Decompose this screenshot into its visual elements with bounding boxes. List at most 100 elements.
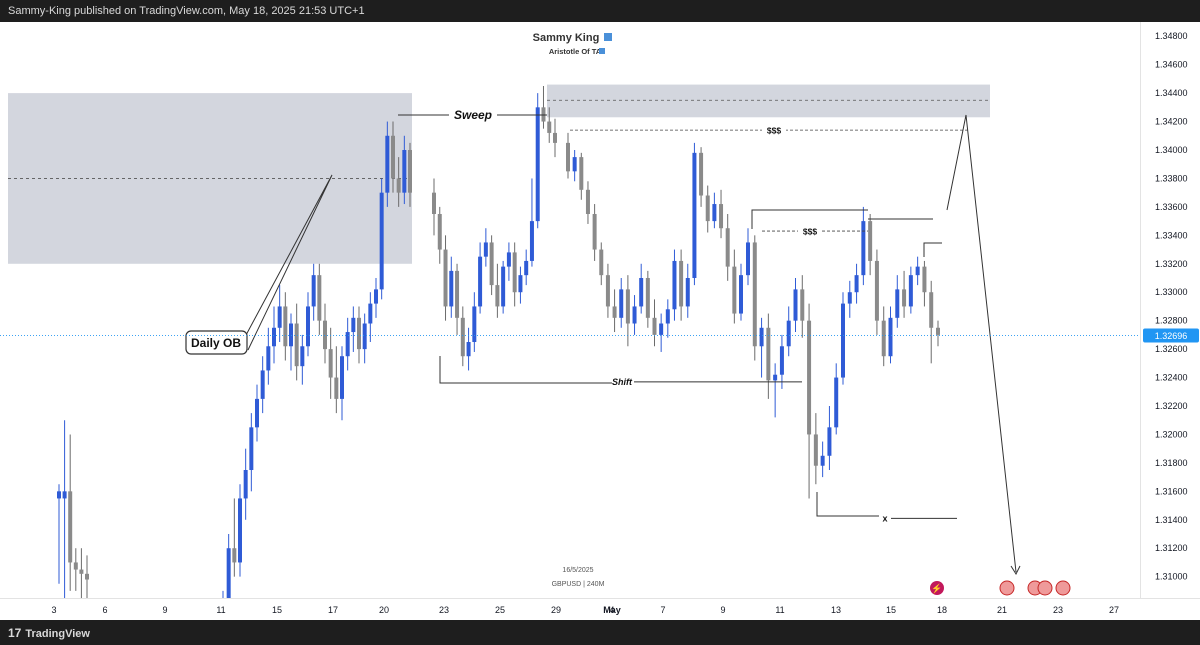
us-flag-event-icon[interactable]: [1037, 580, 1053, 596]
candle-body[interactable]: [759, 327, 764, 347]
candle-body[interactable]: [317, 275, 322, 321]
candle-body[interactable]: [272, 327, 276, 347]
candle-body[interactable]: [524, 260, 529, 276]
candle-body[interactable]: [929, 292, 934, 328]
candle-body[interactable]: [379, 192, 384, 290]
candle-body[interactable]: [800, 289, 805, 321]
candle-body[interactable]: [861, 221, 866, 276]
candle-body[interactable]: [739, 275, 743, 314]
candle-body[interactable]: [547, 121, 552, 133]
candle-body[interactable]: [472, 306, 477, 342]
candle-body[interactable]: [752, 242, 757, 347]
candle-body[interactable]: [725, 228, 730, 267]
candle-body[interactable]: [712, 204, 717, 222]
candle-body[interactable]: [915, 266, 920, 276]
candle-body[interactable]: [391, 135, 395, 179]
daily-ob-callout-box[interactable]: [185, 330, 248, 355]
candle-body[interactable]: [518, 275, 523, 293]
candle-body[interactable]: [385, 135, 390, 193]
candle-body[interactable]: [506, 252, 511, 267]
candle-body[interactable]: [483, 242, 488, 257]
candle-body[interactable]: [289, 323, 293, 347]
candle-body[interactable]: [868, 221, 873, 261]
candle-body[interactable]: [908, 275, 913, 307]
candle-body[interactable]: [881, 320, 886, 357]
candle-body[interactable]: [659, 323, 664, 335]
time-axis[interactable]: 3 6 9 11 15 17 20 23 25 29 May 4 7 9 11 13 15 18 21 23 27: [0, 598, 1200, 621]
candle-body[interactable]: [73, 562, 78, 570]
uk-flag-event-icon-3[interactable]: [1055, 580, 1071, 596]
candle-body[interactable]: [512, 252, 517, 293]
candle-body[interactable]: [340, 356, 344, 399]
chart-area[interactable]: Daily OB Sweep $$$ $$$ Shift x Sammy King Ari…: [0, 22, 1140, 645]
candle-body[interactable]: [566, 142, 570, 172]
candle-body[interactable]: [612, 306, 617, 318]
candle-body[interactable]: [888, 317, 893, 357]
candle-body[interactable]: [672, 260, 677, 310]
candle-body[interactable]: [605, 275, 610, 307]
candle-body[interactable]: [243, 470, 248, 499]
candle-body[interactable]: [895, 289, 900, 318]
candle-body[interactable]: [249, 427, 254, 470]
candle-body[interactable]: [579, 157, 584, 190]
candle-body[interactable]: [699, 152, 704, 196]
candle-body[interactable]: [619, 289, 624, 318]
candle-body[interactable]: [357, 317, 361, 350]
candle-body[interactable]: [368, 303, 373, 324]
candle-body[interactable]: [665, 309, 670, 324]
candle-body[interactable]: [408, 150, 412, 193]
candle-body[interactable]: [679, 260, 684, 307]
candle-body[interactable]: [572, 157, 577, 172]
candle-body[interactable]: [460, 317, 465, 357]
candle-body[interactable]: [238, 498, 242, 563]
candle-body[interactable]: [345, 332, 350, 357]
candle-body[interactable]: [705, 195, 710, 222]
candle-body[interactable]: [541, 107, 546, 122]
supply-zone[interactable]: [547, 84, 990, 118]
lightning-event-icon[interactable]: [930, 581, 944, 595]
candle-body[interactable]: [847, 292, 852, 304]
candle-body[interactable]: [362, 323, 367, 350]
candle-body[interactable]: [334, 377, 339, 399]
candle-body[interactable]: [732, 266, 737, 314]
current-price-badge[interactable]: [1143, 328, 1199, 343]
candle-body[interactable]: [827, 427, 832, 456]
candle-body[interactable]: [455, 270, 460, 318]
candle-body[interactable]: [645, 278, 650, 318]
candle-body[interactable]: [443, 249, 448, 307]
candle-body[interactable]: [874, 260, 879, 321]
candle-body[interactable]: [266, 346, 271, 371]
candle-body[interactable]: [62, 491, 67, 499]
candle-body[interactable]: [779, 346, 784, 375]
candle-body[interactable]: [786, 320, 791, 347]
candle-body[interactable]: [841, 303, 845, 378]
candle-body[interactable]: [746, 242, 750, 276]
candle-body[interactable]: [529, 221, 534, 261]
candle-body[interactable]: [294, 323, 299, 367]
candle-body[interactable]: [854, 275, 859, 293]
candle-body[interactable]: [437, 214, 442, 250]
candle-body[interactable]: [495, 285, 500, 307]
candle-body[interactable]: [807, 320, 812, 435]
candle-body[interactable]: [306, 306, 310, 347]
price-axis[interactable]: 1.34800 1.34600 1.34400 1.34200 1.34000 1.338…: [1140, 22, 1200, 598]
candle-body[interactable]: [685, 278, 690, 307]
uk-flag-event-icon-1[interactable]: [999, 580, 1015, 596]
candle-body[interactable]: [793, 289, 798, 321]
candle-body[interactable]: [478, 256, 483, 307]
candle-body[interactable]: [374, 289, 378, 304]
candle-body[interactable]: [449, 270, 454, 307]
candle-body[interactable]: [813, 434, 818, 466]
candle-body[interactable]: [489, 242, 494, 286]
candlestick-chart[interactable]: Daily OB Sweep $$$ $$$ Shift x Sammy King Ari…: [0, 22, 1140, 645]
candle-body[interactable]: [692, 152, 697, 278]
candle-body[interactable]: [592, 214, 597, 250]
candle-body[interactable]: [277, 306, 282, 328]
candle-body[interactable]: [766, 327, 771, 381]
candle-body[interactable]: [226, 548, 231, 606]
candle-body[interactable]: [632, 306, 637, 324]
candle-body[interactable]: [255, 398, 259, 428]
candle-body[interactable]: [936, 327, 940, 335]
candle-body[interactable]: [773, 374, 778, 381]
candle-body[interactable]: [501, 266, 506, 307]
